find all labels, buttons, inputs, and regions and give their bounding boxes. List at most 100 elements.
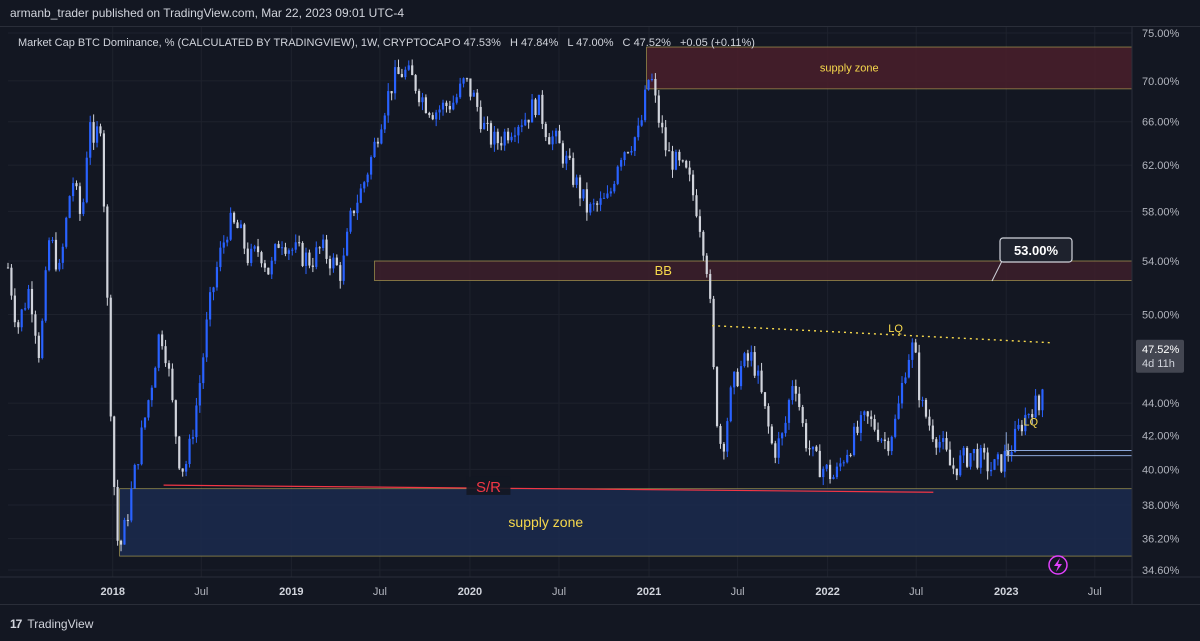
candle-body: [856, 426, 859, 433]
candle-body: [928, 416, 931, 426]
candle-body: [904, 377, 907, 383]
candle-body: [654, 78, 657, 96]
candle-body: [188, 438, 191, 465]
candle-body: [1041, 389, 1044, 411]
candle-body: [746, 353, 749, 361]
candle-body: [13, 295, 16, 323]
candle-body: [572, 158, 575, 185]
candle-body: [520, 125, 523, 127]
candle-body: [948, 449, 952, 466]
candle-body: [530, 99, 534, 123]
zone-label: supply zone: [820, 63, 879, 75]
candle-body: [767, 406, 770, 427]
candle-body: [393, 67, 397, 94]
y-tick-label: 58.00%: [1142, 206, 1180, 218]
candle-body: [965, 447, 969, 467]
candle-body: [349, 210, 352, 232]
candle-body: [787, 400, 791, 423]
candle-body: [811, 446, 815, 450]
candle-body: [304, 252, 308, 266]
candle-body: [739, 366, 743, 387]
candle-body: [311, 265, 314, 267]
candle-body: [599, 198, 602, 205]
candle-body: [715, 367, 719, 427]
tradingview-logo[interactable]: 17 TradingView: [10, 617, 93, 631]
candle-body: [332, 257, 335, 269]
candle-body: [510, 136, 513, 141]
candle-body: [1013, 428, 1017, 453]
candle-body: [30, 288, 34, 315]
candle-body: [781, 433, 784, 439]
candle-body: [907, 359, 910, 378]
candle-body: [441, 102, 445, 110]
candle-body: [92, 122, 95, 143]
candle-body: [376, 141, 380, 144]
candle-body: [996, 454, 1000, 460]
candle-body: [1024, 414, 1027, 432]
candle-body: [185, 464, 188, 472]
candle-body: [462, 78, 465, 84]
y-tick-label: 34.60%: [1142, 565, 1180, 577]
candle-body: [791, 386, 794, 401]
candle-body: [75, 183, 78, 187]
candle-body: [123, 519, 126, 545]
y-tick-label: 62.00%: [1142, 160, 1180, 172]
candle-body: [174, 400, 177, 437]
candle-body: [44, 270, 47, 321]
candle-body: [849, 454, 852, 456]
candle-body: [561, 143, 565, 164]
candle-body: [37, 335, 40, 358]
candle-body: [243, 224, 246, 249]
candle-body: [198, 383, 201, 406]
x-tick-label: Jul: [373, 586, 387, 598]
candle-body: [212, 287, 215, 293]
price-chart[interactable]: supply zone BB supply zone S/R LQ LQ 53.00% 7…: [0, 27, 1200, 604]
candle-body: [972, 449, 976, 454]
candle-body: [383, 115, 386, 130]
candle-body: [322, 239, 325, 249]
candle-body: [517, 126, 520, 136]
tradingview-logo-text: TradingView: [27, 617, 94, 631]
candle-body: [239, 224, 243, 229]
candle-body: [962, 447, 965, 456]
candle-body: [178, 436, 181, 469]
candle-body: [1010, 452, 1013, 456]
y-axis[interactable]: 75.00% 70.00% 66.00% 62.00% 58.00% 54.00% 50.0…: [1131, 27, 1184, 604]
candle-body: [417, 90, 421, 103]
candle-body: [726, 421, 729, 452]
candle-body: [263, 263, 267, 268]
lq-label-2: LQ: [1023, 417, 1038, 429]
candle-body: [609, 191, 612, 194]
candle-body: [657, 95, 660, 123]
candle-body: [979, 447, 982, 468]
candle-body: [246, 248, 249, 263]
candle-body: [486, 122, 489, 124]
candle-body: [900, 382, 904, 404]
candle-body: [770, 426, 773, 444]
candle-body: [880, 439, 883, 441]
candle-body: [411, 65, 414, 76]
publisher-bar: armanb_trader published on TradingView.c…: [0, 0, 1200, 27]
publisher-text: armanb_trader published on TradingView.c…: [10, 6, 405, 20]
candle-body: [356, 202, 359, 214]
candle-body: [685, 160, 688, 168]
x-axis[interactable]: 2018 Jul 2019 Jul 2020 Jul 2021 Jul 2022 Jul 2023 J…: [0, 576, 1200, 598]
candle-body: [1020, 424, 1023, 432]
candle-body: [832, 477, 835, 480]
candle-body: [215, 267, 219, 288]
candle-body: [870, 416, 873, 420]
lightning-icon[interactable]: [1048, 555, 1068, 575]
candle-body: [712, 298, 715, 368]
candle-body: [219, 247, 222, 268]
zone-rect: [119, 488, 1133, 557]
candle-body: [483, 122, 486, 130]
candle-body: [154, 367, 157, 388]
candle-body: [171, 368, 174, 401]
candle-body: [34, 314, 37, 336]
candle-body: [938, 441, 941, 448]
open-label: O: [452, 37, 461, 49]
candle-body: [866, 411, 869, 417]
candle-body: [369, 157, 373, 175]
candle-body: [6, 267, 10, 269]
high-value: 47.84%: [521, 37, 559, 49]
